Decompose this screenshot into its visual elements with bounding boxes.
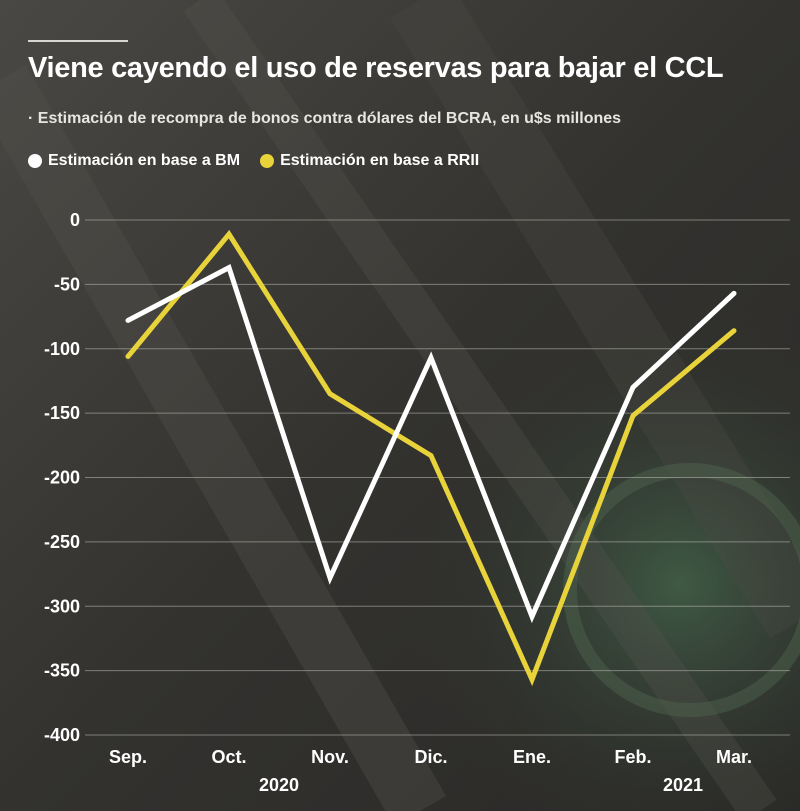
y-tick-label: -250 [44, 532, 80, 552]
legend: Estimación en base a BM Estimación en ba… [28, 152, 479, 170]
legend-label-bm: Estimación en base a BM [48, 152, 241, 169]
chart-subtitle: · Estimación de recompra de bonos contra… [28, 110, 622, 127]
y-tick-label: -300 [44, 596, 80, 616]
y-tick-label: -150 [44, 403, 80, 423]
y-tick-label: -350 [44, 661, 80, 681]
top-rule [28, 40, 128, 42]
y-tick-label: 0 [70, 210, 80, 230]
year-label: 2021 [663, 775, 703, 795]
legend-label-rrii: Estimación en base a RRII [280, 152, 480, 169]
y-tick-label: -100 [44, 339, 80, 359]
y-tick-label: -400 [44, 725, 80, 745]
x-tick-label: Feb. [614, 747, 651, 767]
x-tick-label: Dic. [414, 747, 447, 767]
legend-item-rrii: Estimación en base a RRII [260, 152, 479, 170]
legend-item-bm: Estimación en base a BM [28, 152, 240, 170]
x-tick-label: Sep. [109, 747, 147, 767]
legend-dot-bm [28, 154, 42, 168]
y-tick-label: -50 [54, 274, 80, 294]
series-line-bm [125, 264, 737, 624]
year-label: 2020 [259, 775, 299, 795]
y-tick-label: -200 [44, 468, 80, 488]
x-tick-label: Oct. [211, 747, 246, 767]
x-tick-label: Ene. [513, 747, 551, 767]
x-tick-label: Mar. [716, 747, 752, 767]
chart-title: Viene cayendo el uso de reservas para ba… [28, 52, 724, 84]
legend-dot-rrii [260, 154, 275, 168]
x-tick-label: Nov. [311, 747, 349, 767]
series-line-rrii [125, 229, 737, 687]
